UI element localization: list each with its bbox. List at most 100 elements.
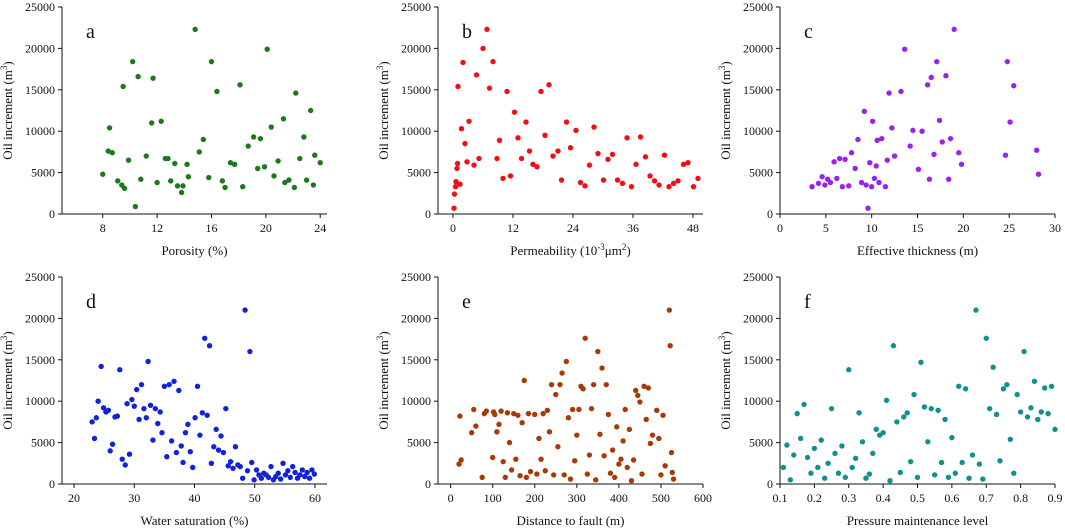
data-point [187, 449, 193, 455]
x-axis-title-sup: -3 [597, 242, 605, 252]
data-point [109, 150, 115, 156]
data-point [150, 437, 156, 443]
data-point [637, 134, 644, 140]
data-point [993, 411, 1000, 418]
data-point [119, 456, 125, 462]
data-point [628, 477, 635, 484]
data-point [511, 109, 518, 115]
data-point [563, 119, 570, 125]
data-point [662, 463, 668, 469]
y-axis-title-end: ) [718, 61, 733, 65]
x-tick-label: 600 [694, 491, 712, 505]
data-point [563, 358, 569, 365]
data-point [515, 412, 521, 418]
data-point [468, 429, 475, 436]
data-point [480, 45, 486, 52]
data-point [605, 411, 612, 418]
data-point [206, 174, 212, 181]
y-tick-label: 20000 [743, 41, 773, 55]
data-point [1052, 426, 1058, 433]
panel-e: 0 5000 10000 15000 20000 25000 0 100 200 300 400 50… [375, 270, 712, 528]
data-point [884, 157, 890, 163]
data-point [898, 88, 904, 95]
data-point [242, 307, 248, 313]
data-point [496, 421, 502, 428]
data-point [223, 405, 229, 412]
data-point [925, 439, 931, 445]
data-point [147, 402, 154, 409]
x-tick-label: 0.7 [979, 491, 994, 505]
data-point [109, 441, 116, 447]
data-point [582, 335, 588, 341]
data-point [576, 406, 582, 413]
data-point [287, 474, 293, 481]
y-tick-label: 5000 [31, 166, 55, 180]
x-tick-label: 500 [652, 491, 670, 505]
data-point [225, 463, 231, 469]
data-point [197, 432, 203, 438]
y-tick-label: 20000 [25, 41, 55, 55]
data-point [249, 459, 255, 466]
data-point [558, 177, 565, 183]
data-point [658, 472, 664, 478]
data-point [635, 392, 641, 399]
x-axis-title: Permeability (10-3μm2) [510, 242, 630, 258]
data-point [839, 183, 846, 190]
data-point [572, 458, 578, 464]
y-tick-label: 0 [767, 477, 773, 491]
data-point [227, 159, 234, 166]
data-point [990, 364, 996, 370]
data-point [894, 419, 900, 425]
data-point [873, 426, 879, 433]
data-point [306, 475, 313, 481]
data-point [915, 166, 922, 172]
data-point [637, 399, 643, 405]
data-point [865, 205, 871, 211]
panel-letter: c [804, 21, 813, 43]
data-point [498, 408, 504, 414]
y-axis-title-sup: 3 [717, 335, 727, 340]
data-point [834, 175, 840, 182]
y-tick-label: 5000 [407, 436, 431, 450]
data-point [1033, 147, 1040, 153]
data-point [291, 184, 298, 191]
data-point [1021, 348, 1027, 355]
data-point [956, 150, 962, 156]
data-point [858, 179, 865, 186]
data-point [107, 448, 113, 454]
data-point [253, 467, 260, 473]
data-point [105, 148, 111, 154]
data-point [534, 471, 540, 477]
y-tick-label: 25000 [25, 270, 55, 284]
data-point [890, 343, 897, 349]
y-axis-title: Oil increment (m3) [717, 61, 733, 159]
data-point [947, 135, 954, 142]
data-point [969, 452, 976, 458]
data-point [310, 182, 317, 188]
data-point [921, 404, 928, 410]
y-tick-label: 10000 [25, 394, 55, 408]
data-point [839, 443, 845, 449]
data-point [152, 405, 159, 412]
data-point [818, 437, 824, 443]
data-point [1007, 436, 1014, 442]
data-point [208, 460, 215, 466]
data-point [280, 460, 286, 466]
data-point [959, 459, 965, 466]
y-tick-label: 0 [425, 207, 431, 221]
y-tick-label: 15000 [743, 83, 773, 97]
data-point [983, 335, 989, 341]
y-axis-title-main: Oil increment (m [718, 70, 733, 160]
data-point [548, 381, 555, 388]
y-tick-label: 5000 [749, 436, 773, 450]
y-tick-label: 15000 [401, 83, 431, 97]
data-point [870, 450, 876, 457]
data-point [918, 359, 924, 365]
data-point [1035, 171, 1042, 177]
data-point [607, 470, 614, 476]
data-point [618, 456, 624, 462]
data-point [831, 159, 837, 165]
data-point [614, 177, 621, 183]
data-point [215, 447, 222, 453]
data-point [555, 148, 561, 154]
